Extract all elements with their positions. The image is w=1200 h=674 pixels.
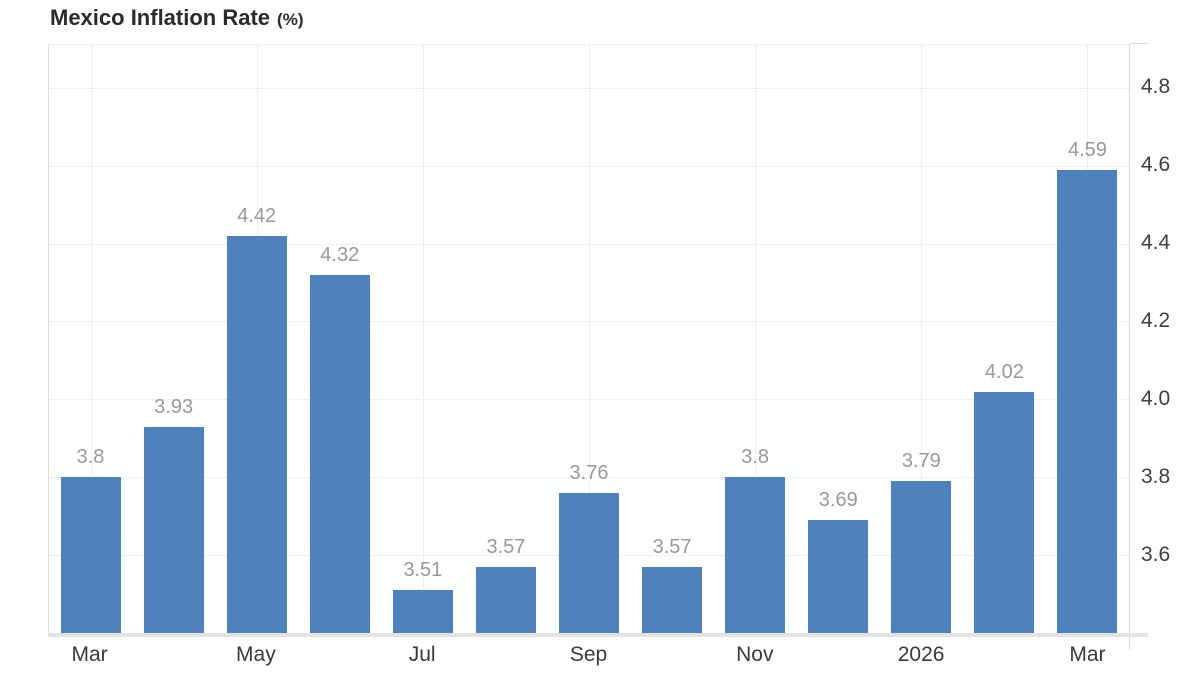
y-tick-label: 4.8 [1141, 74, 1171, 98]
bar-column: 3.57 [631, 45, 714, 633]
bar[interactable] [143, 426, 204, 633]
x-tick-label: May [236, 643, 276, 666]
y-tick-label: 4.0 [1141, 386, 1171, 410]
bar-value-label: 3.51 [403, 559, 443, 582]
bar-value-label: 3.76 [569, 461, 609, 484]
x-tick-label: Sep [569, 643, 608, 666]
bar-value-label: 3.79 [901, 450, 941, 473]
v-gridline [589, 45, 590, 633]
bar-column: 3.51 [381, 45, 464, 633]
bar-columns: 3.8 3.93 4.42 4.32 3.51 3.57 3.76 3.57 3.8 3.69 3.… [49, 45, 1129, 633]
h-gridline [49, 87, 1129, 89]
plot-area: 3.8 3.93 4.42 4.32 3.51 3.57 3.76 3.57 3.8 3.69 3.… [48, 44, 1129, 633]
x-tick-label: Mar [1069, 643, 1106, 666]
x-axis-labels: Mar May Jul Sep Nov 2026 Mar [48, 643, 1129, 669]
x-tick-label: Jul [408, 643, 436, 666]
bar-column: 3.57 [464, 45, 547, 633]
bar-value-label: 3.69 [818, 489, 858, 512]
y-axis-top-tick [1130, 43, 1148, 44]
bar-column: 3.69 [797, 45, 880, 633]
x-tick-label: Mar [71, 643, 108, 666]
bar-value-label: 4.59 [1068, 138, 1107, 161]
bar-value-label: 3.8 [741, 446, 770, 469]
chart-title-text: Mexico Inflation Rate [50, 5, 271, 30]
bar[interactable] [309, 274, 370, 633]
x-tick-label: Nov [736, 643, 774, 666]
bar[interactable] [226, 235, 287, 633]
h-gridline [49, 399, 1129, 401]
bar[interactable] [642, 566, 703, 633]
bar-value-label: 4.32 [320, 243, 360, 266]
y-tick-label: 4.6 [1141, 152, 1171, 176]
bar-column: 4.02 [963, 45, 1046, 633]
y-tick-label: 4.2 [1141, 308, 1171, 332]
y-tick-label: 4.4 [1141, 230, 1171, 254]
h-gridline [49, 321, 1129, 323]
bar-column: 3.93 [132, 45, 215, 633]
y-axis-labels: 4.8 4.6 4.4 4.2 4.0 3.8 3.6 [1141, 44, 1200, 633]
bar-value-label: 3.57 [652, 535, 692, 558]
v-gridline [90, 45, 92, 633]
bar-column: 3.79 [880, 45, 963, 633]
h-gridline [49, 165, 1129, 167]
chart-title-unit: (%) [277, 10, 304, 29]
bar-value-label: 3.8 [76, 446, 105, 469]
bar-value-label: 4.02 [984, 360, 1024, 383]
v-gridline [921, 45, 923, 633]
bar-column: 4.42 [215, 45, 298, 633]
bar-column: 4.32 [298, 45, 381, 633]
h-gridline [49, 477, 1129, 479]
y-axis-line [1129, 44, 1130, 650]
h-gridline [49, 243, 1129, 245]
y-tick-label: 3.6 [1141, 542, 1171, 566]
bar[interactable] [974, 391, 1035, 633]
bar[interactable] [1057, 169, 1118, 633]
v-gridline [755, 45, 757, 633]
bar-column: 3.8 [714, 45, 797, 633]
bar-column: 3.8 [49, 45, 132, 633]
bar[interactable] [475, 566, 536, 633]
bar[interactable] [60, 477, 121, 633]
bar-value-label: 4.42 [237, 204, 277, 227]
v-gridline [422, 45, 424, 633]
bar[interactable] [559, 492, 619, 633]
y-tick-label: 3.8 [1141, 464, 1171, 488]
bar[interactable] [725, 477, 786, 633]
bar[interactable] [392, 590, 453, 633]
bar-column: 4.59 [1046, 45, 1129, 633]
x-tick-label: 2026 [897, 643, 945, 666]
bar-value-label: 3.57 [486, 535, 526, 558]
bar-value-label: 3.93 [154, 395, 194, 418]
bar-column: 3.76 [547, 45, 630, 633]
bar[interactable] [808, 520, 869, 633]
x-axis-line [48, 633, 1148, 637]
bar[interactable] [891, 481, 952, 633]
chart-title: Mexico Inflation Rate (%) [50, 5, 304, 31]
